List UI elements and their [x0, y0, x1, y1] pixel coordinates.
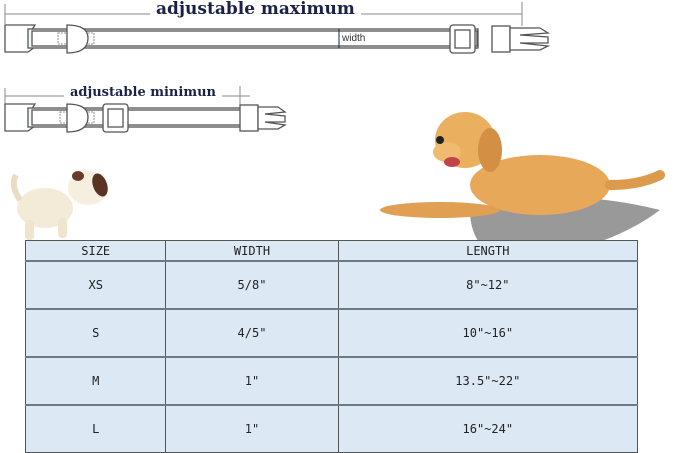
collar-diagram — [4, 2, 665, 241]
cell-size: L — [24, 404, 167, 453]
header-length: LENGTH — [337, 240, 639, 262]
golden-retriever-illustration — [380, 112, 665, 241]
collar-max — [4, 24, 551, 54]
header-size: SIZE — [24, 240, 167, 262]
table-row: M 1" 13.5"~22" — [24, 356, 639, 406]
cell-length: 10"~16" — [337, 308, 639, 358]
cell-width: 4/5" — [165, 308, 339, 358]
header-width: WIDTH — [165, 240, 339, 262]
table-header-row: SIZE WIDTH LENGTH — [24, 240, 639, 262]
table-row: S 4/5" 10"~16" — [24, 308, 639, 358]
cell-size: XS — [24, 260, 167, 310]
cell-length: 13.5"~22" — [337, 356, 639, 406]
width-label: width — [342, 33, 366, 44]
cell-size: S — [24, 308, 167, 358]
cell-width: 1" — [165, 356, 339, 406]
cell-width: 1" — [165, 404, 339, 453]
collar-min — [4, 103, 287, 133]
puppy-illustration — [10, 171, 108, 240]
cell-width: 5/8" — [165, 260, 339, 310]
cell-size: M — [24, 356, 167, 406]
adjustable-maximum-label: adjustable maximum — [150, 0, 361, 19]
size-table: SIZE WIDTH LENGTH XS 5/8" 8"~12" S 4/5" … — [24, 240, 639, 453]
cell-length: 8"~12" — [337, 260, 639, 310]
adjustable-minimum-label: adjustable minimun — [64, 85, 222, 100]
table-row: XS 5/8" 8"~12" — [24, 260, 639, 310]
cell-length: 16"~24" — [337, 404, 639, 453]
table-row: L 1" 16"~24" — [24, 404, 639, 453]
